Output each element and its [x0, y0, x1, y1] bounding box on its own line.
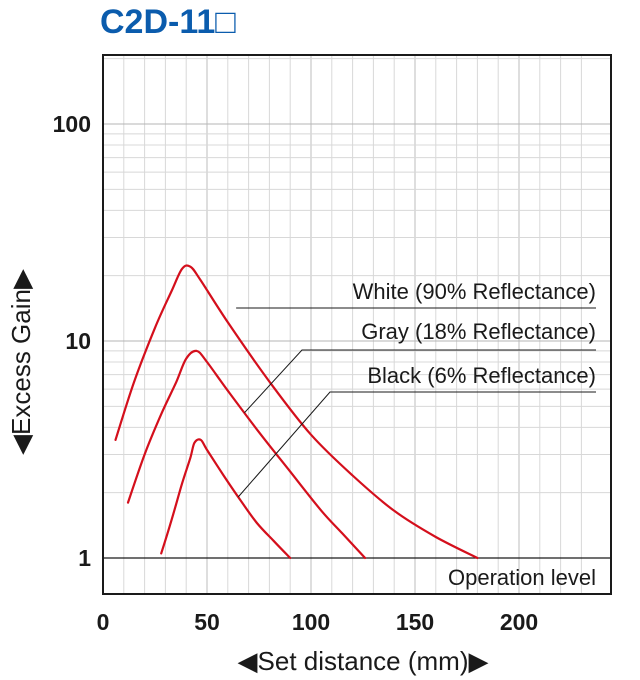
y-axis-label: ◀Excess Gain▶: [6, 269, 36, 455]
plot-frame: [102, 54, 612, 595]
grid-lines: [103, 55, 611, 594]
annotation-leader: [237, 391, 596, 498]
x-tick-label: 200: [500, 609, 538, 635]
x-tick-labels: 0 50 100 150 200: [97, 609, 539, 635]
annotation-leader: [244, 349, 596, 414]
annotation-label: Gray (18% Reflectance): [361, 319, 596, 344]
series-annotations: White (90% Reflectance) Gray (18% Reflect…: [236, 279, 596, 498]
series-line: [114, 264, 479, 560]
operation-level-label: Operation level: [448, 565, 596, 590]
y-tick-label: 10: [65, 328, 91, 354]
series-lines: [114, 264, 479, 560]
series-line: [126, 349, 367, 560]
y-tick-label: 1: [78, 545, 91, 571]
chart-title: C2D-11□: [100, 3, 236, 41]
annotation-label: Black (6% Reflectance): [367, 363, 596, 388]
y-tick-label: 100: [53, 111, 91, 137]
operation-level: Operation level: [103, 557, 611, 590]
annotation-label: White (90% Reflectance): [353, 279, 596, 304]
x-tick-label: 50: [194, 609, 220, 635]
x-tick-label: 100: [292, 609, 330, 635]
x-axis-label: ◀Set distance (mm)▶: [238, 646, 489, 676]
x-tick-label: 150: [396, 609, 434, 635]
series-line: [160, 438, 292, 560]
y-tick-labels: 1 10 100: [53, 111, 92, 571]
x-tick-label: 0: [97, 609, 110, 635]
